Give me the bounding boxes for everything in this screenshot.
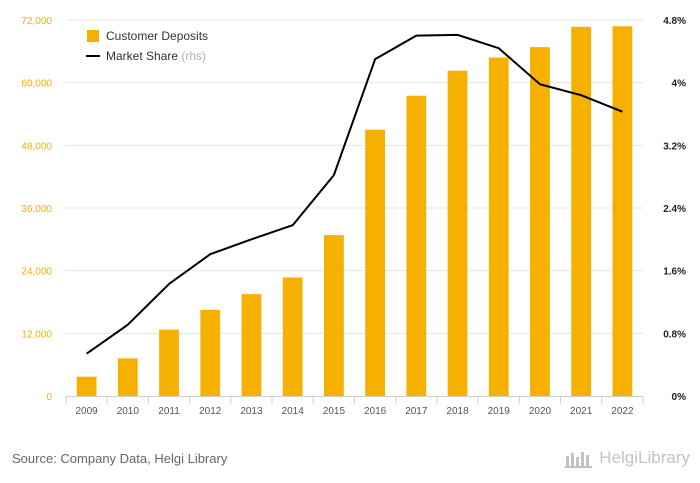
x-tick-label: 2014 — [282, 406, 305, 417]
left-tick-label: 72,000 — [21, 16, 52, 27]
left-tick-label: 12,000 — [21, 329, 52, 340]
bar-customer-deposits — [530, 47, 550, 397]
legend-label-suffix: (rhs) — [178, 49, 206, 63]
bar-customer-deposits — [571, 26, 592, 397]
x-tick-label: 2017 — [405, 406, 428, 417]
bar-customer-deposits — [488, 57, 509, 396]
x-tick-label: 2015 — [323, 406, 346, 417]
legend: Customer Deposits Market Share (rhs) — [86, 29, 208, 63]
bar-customer-deposits — [406, 95, 427, 396]
legend-swatch-bar — [87, 30, 99, 42]
bar-customer-deposits — [447, 70, 468, 397]
x-tick-label: 2018 — [446, 406, 469, 417]
bar-customer-deposits — [241, 294, 262, 396]
x-tick-label: 2010 — [117, 406, 140, 417]
legend-label: Customer Deposits — [106, 29, 208, 43]
left-tick-label: 36,000 — [21, 204, 52, 215]
x-tick-label: 2016 — [364, 406, 387, 417]
line-market-share — [86, 33, 623, 355]
bar-customer-deposits — [324, 235, 344, 396]
right-tick-label: 2.4% — [663, 204, 686, 215]
bar-customer-deposits — [282, 277, 303, 396]
bar-customer-deposits — [365, 129, 385, 396]
bars — [76, 26, 633, 397]
left-tick-label: 0 — [46, 392, 52, 403]
chart-plot: 0 12,000 24,000 36,000 48,000 60,000 72,000 0% 0… — [21, 16, 686, 417]
axes: 0 12,000 24,000 36,000 48,000 60,000 72,000 0% 0… — [21, 16, 686, 417]
left-tick-label: 60,000 — [21, 79, 52, 90]
brand-logo: HelgiLibrary — [565, 448, 690, 468]
x-tick-label: 2012 — [199, 406, 222, 417]
right-tick-label: 4% — [672, 79, 687, 90]
legend-label: Market Share (rhs) — [106, 49, 206, 63]
right-tick-label: 0% — [672, 392, 687, 403]
bar-customer-deposits — [117, 358, 138, 396]
right-tick-label: 0.8% — [663, 329, 686, 340]
x-tick-label: 2011 — [158, 406, 180, 417]
x-tick-label: 2020 — [529, 406, 552, 417]
grid — [66, 19, 643, 334]
bar-customer-deposits — [612, 26, 633, 397]
x-tick-label: 2022 — [611, 406, 634, 417]
x-tick-label: 2021 — [570, 406, 593, 417]
line-series — [86, 33, 623, 355]
x-tick-label: 2009 — [75, 406, 98, 417]
x-tick-label: 2019 — [488, 406, 511, 417]
right-tick-label: 1.6% — [663, 267, 686, 278]
x-tick-label: 2013 — [240, 406, 263, 417]
right-tick-label: 4.8% — [663, 16, 686, 27]
brand-name: HelgiLibrary — [599, 448, 690, 467]
source-note: Source: Company Data, Helgi Library — [12, 451, 228, 466]
bar-customer-deposits — [76, 376, 97, 396]
library-icon — [565, 452, 593, 468]
left-tick-label: 24,000 — [21, 267, 52, 278]
bar-customer-deposits — [200, 309, 221, 396]
right-tick-label: 3.2% — [663, 141, 686, 152]
bar-customer-deposits — [159, 329, 179, 396]
left-tick-label: 48,000 — [21, 141, 52, 152]
